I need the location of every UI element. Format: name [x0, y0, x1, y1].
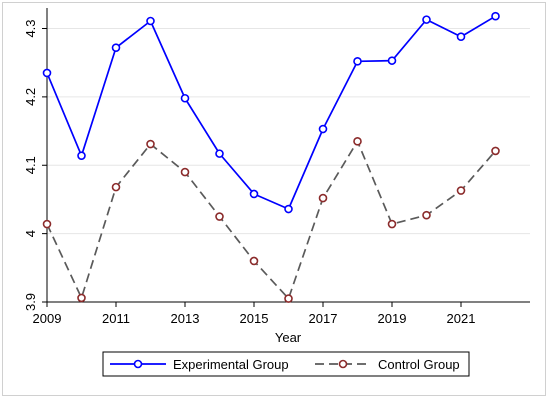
data-point-experimental: [180, 93, 190, 103]
data-point-experimental: [456, 32, 466, 42]
x-tick-label: 2011: [102, 311, 130, 326]
legend-label-control: Control Group: [378, 357, 460, 372]
axes: [46, 8, 530, 303]
series-line-control: [46, 140, 497, 300]
grid-lines: [47, 28, 530, 303]
legend: Experimental Group Control Group: [102, 351, 470, 377]
legend-marker-experimental: [133, 359, 143, 369]
data-point-control: [422, 210, 431, 220]
y-tick-label: 3.9: [23, 293, 38, 311]
data-point-control: [318, 193, 328, 203]
chart-frame: [2, 2, 546, 396]
data-point-experimental: [146, 16, 155, 26]
series-line-experimental: [46, 15, 496, 210]
data-point-control: [111, 182, 121, 192]
series-group: [42, 11, 500, 303]
data-point-experimental: [111, 43, 121, 52]
y-ticks: 3.9 4 4.1 4.2 4.3: [23, 19, 47, 311]
x-tick-label: 2015: [240, 311, 269, 326]
y-tick-label: 4: [23, 230, 38, 237]
x-axis-title: Year: [275, 330, 302, 345]
data-point-control: [180, 167, 190, 177]
data-point-control: [491, 146, 500, 156]
y-tick-label: 4.3: [23, 19, 38, 37]
data-point-experimental: [318, 124, 328, 134]
data-point-control: [387, 219, 397, 229]
data-point-experimental: [284, 204, 293, 214]
x-tick-label: 2021: [447, 311, 476, 326]
x-tick-label: 2019: [378, 311, 407, 326]
data-point-control: [353, 137, 362, 146]
legend-label-experimental: Experimental Group: [173, 357, 289, 372]
data-point-experimental: [42, 68, 52, 78]
x-tick-label: 2009: [33, 311, 62, 326]
data-point-control: [249, 256, 259, 266]
legend-box: [102, 351, 470, 377]
legend-marker-control: [338, 359, 348, 369]
data-point-control: [77, 293, 86, 303]
data-point-experimental: [77, 151, 86, 160]
data-point-experimental: [353, 57, 362, 66]
data-point-experimental: [422, 15, 431, 24]
data-point-experimental: [249, 189, 259, 199]
data-point-control: [456, 186, 466, 195]
data-point-control: [215, 212, 224, 221]
data-point-control: [146, 139, 155, 149]
data-point-control: [284, 294, 293, 303]
data-point-control: [42, 219, 52, 229]
data-point-experimental: [491, 11, 500, 21]
data-point-experimental: [215, 149, 224, 158]
y-tick-label: 4.2: [23, 88, 38, 106]
x-tick-label: 2013: [171, 311, 200, 326]
data-point-experimental: [387, 56, 397, 65]
y-tick-label: 4.1: [23, 156, 38, 174]
x-ticks: 2009 2011 2013 2015 2017 2019 2021: [33, 302, 476, 326]
x-tick-label: 2017: [309, 311, 338, 326]
